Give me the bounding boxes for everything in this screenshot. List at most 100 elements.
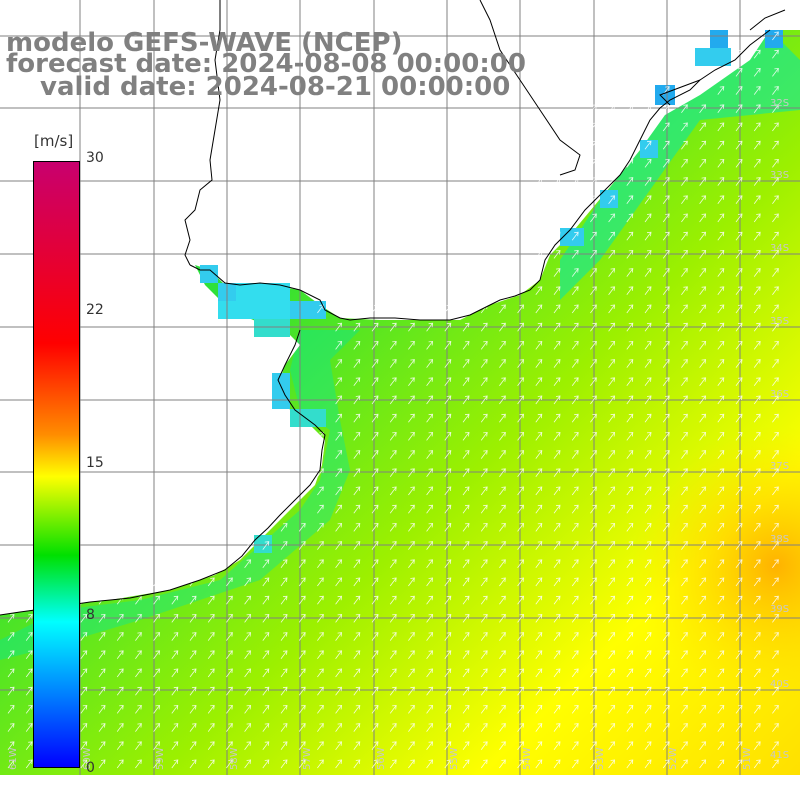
wind-arrow	[389, 413, 397, 423]
wind-arrow	[772, 340, 779, 350]
wind-arrow	[535, 650, 543, 660]
wind-arrow	[772, 704, 779, 714]
wind-arrow	[535, 541, 543, 550]
wind-arrow	[626, 177, 634, 186]
wind-arrow	[772, 195, 779, 205]
wind-arrow	[226, 613, 233, 623]
wind-arrow	[262, 613, 270, 623]
bottom-margin	[0, 775, 800, 800]
wind-arrow	[280, 559, 288, 569]
wind-arrow	[590, 268, 597, 277]
wind-arrow	[681, 559, 688, 569]
wind-arrow	[662, 195, 670, 205]
wind-arrow	[753, 504, 761, 514]
title-model: modelo GEFS-WAVE (NCEP)	[6, 28, 403, 58]
wind-arrow	[553, 413, 561, 423]
wind-arrow	[80, 686, 88, 696]
wind-arrow	[681, 686, 688, 696]
wind-arrow	[571, 231, 579, 241]
wind-arrow	[644, 104, 652, 114]
wind-arrow	[590, 450, 597, 459]
wind-arrow	[444, 413, 452, 423]
wind-arrow	[408, 650, 415, 660]
wind-arrow	[590, 413, 597, 423]
wind-arrow	[553, 158, 561, 168]
wind-arrow	[371, 686, 379, 696]
wind-arrow	[644, 723, 652, 732]
wind-arrow	[681, 395, 688, 405]
wind-arrow	[244, 704, 252, 714]
wind-arrow	[408, 741, 415, 751]
wind-arrow	[98, 650, 106, 660]
wind-arrow	[626, 504, 634, 514]
wind-arrow	[444, 522, 452, 532]
wind-arrow	[735, 322, 743, 332]
wind-arrow	[608, 395, 616, 405]
wind-arrow	[408, 704, 415, 714]
wind-arrow	[590, 686, 597, 696]
wind-arrow	[98, 595, 106, 605]
wind-arrow	[681, 486, 688, 496]
wind-arrow	[772, 613, 779, 623]
wind-arrow	[517, 613, 525, 623]
wind-arrow	[171, 704, 179, 714]
wind-arrow	[517, 632, 525, 641]
wind-arrow	[135, 741, 142, 751]
lat-label-33s: 33S	[770, 170, 789, 181]
lat-label-41s: 41S	[770, 750, 789, 761]
wind-arrow	[608, 450, 616, 459]
wind-arrow	[353, 450, 361, 459]
wind-arrow	[499, 395, 506, 405]
wind-arrow	[353, 632, 361, 641]
wind-arrow	[353, 704, 361, 714]
wind-arrow	[590, 504, 597, 514]
wind-arrow	[644, 431, 652, 441]
wind-arrow	[389, 468, 397, 478]
wind-arrow	[317, 741, 324, 751]
wind-arrow	[662, 322, 670, 332]
wind-arrow	[298, 559, 306, 569]
wind-arrow	[662, 158, 670, 168]
wind-arrow	[171, 741, 179, 751]
wind-arrow	[426, 559, 434, 569]
wind-arrow	[444, 704, 452, 714]
wind-arrow	[517, 577, 525, 587]
wind-arrow	[262, 559, 270, 569]
wind-arrow	[153, 686, 161, 696]
wind-arrow	[644, 650, 652, 660]
wind-arrow	[408, 486, 415, 496]
wind-arrow	[444, 322, 452, 332]
wind-arrow	[626, 668, 634, 678]
wind-arrow	[699, 158, 707, 168]
wind-arrow	[499, 595, 506, 605]
wind-arrow	[499, 304, 506, 314]
wind-arrow	[699, 741, 707, 751]
wind-arrow	[753, 450, 761, 459]
wind-arrow	[753, 632, 761, 641]
lon-label-52w: 52W	[668, 747, 679, 770]
lat-label-36s: 36S	[770, 389, 789, 400]
wind-arrow	[735, 268, 743, 277]
wind-arrow	[753, 158, 761, 168]
wind-arrow	[662, 450, 670, 459]
wind-arrow	[444, 468, 452, 478]
wind-arrow	[699, 577, 707, 587]
wind-arrow	[699, 213, 707, 223]
wind-arrow	[189, 632, 197, 641]
wind-arrow	[408, 322, 415, 332]
wind-arrow	[681, 541, 688, 550]
wind-arrow	[335, 759, 343, 769]
wind-arrow	[681, 595, 688, 605]
wind-arrow	[7, 668, 15, 678]
wind-arrow	[408, 413, 415, 423]
wind-arrow	[644, 140, 652, 150]
wind-arrow	[608, 541, 616, 550]
wind-arrow	[626, 431, 634, 441]
wind-arrow	[553, 522, 561, 532]
wind-arrow	[571, 595, 579, 605]
wind-arrow	[408, 668, 415, 678]
wind-arrow	[480, 541, 488, 550]
wind-arrow	[753, 395, 761, 405]
wind-arrow	[699, 468, 707, 478]
longitude-labels: 61W 60W 59W 58W 57W 56W 55W 54W 53W 52W …	[8, 747, 753, 770]
